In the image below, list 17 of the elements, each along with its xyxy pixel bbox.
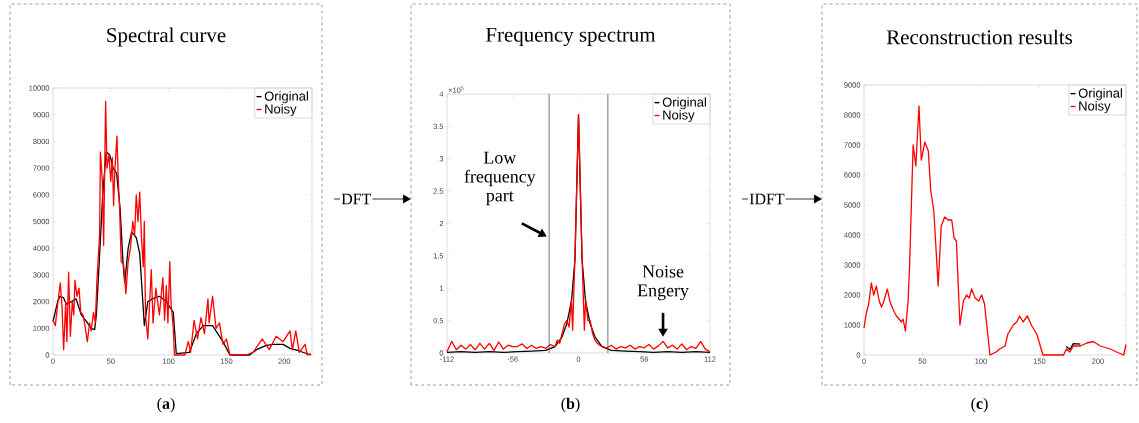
line-series	[52, 151, 312, 356]
annotation: Noise Engery	[637, 265, 689, 301]
legend-label: Noisy	[1079, 101, 1111, 114]
chart-title: Frequency spectrum	[486, 27, 656, 47]
legend-label: Original	[662, 97, 706, 110]
text: IDFT	[749, 193, 785, 205]
legend-label: Noisy	[265, 104, 297, 117]
text: (c)	[971, 397, 988, 413]
chart-title: Reconstruction results	[886, 29, 1073, 45]
legend-label: Original	[264, 91, 308, 104]
chart-title: Spectral curve	[107, 27, 226, 47]
legend-label: Original	[1078, 88, 1122, 101]
text: DFT	[341, 193, 372, 205]
legend-label: Noisy	[663, 110, 695, 123]
text: (a)	[157, 397, 175, 413]
text: (b)	[561, 397, 580, 413]
annotation: Low frequency part	[464, 151, 536, 206]
